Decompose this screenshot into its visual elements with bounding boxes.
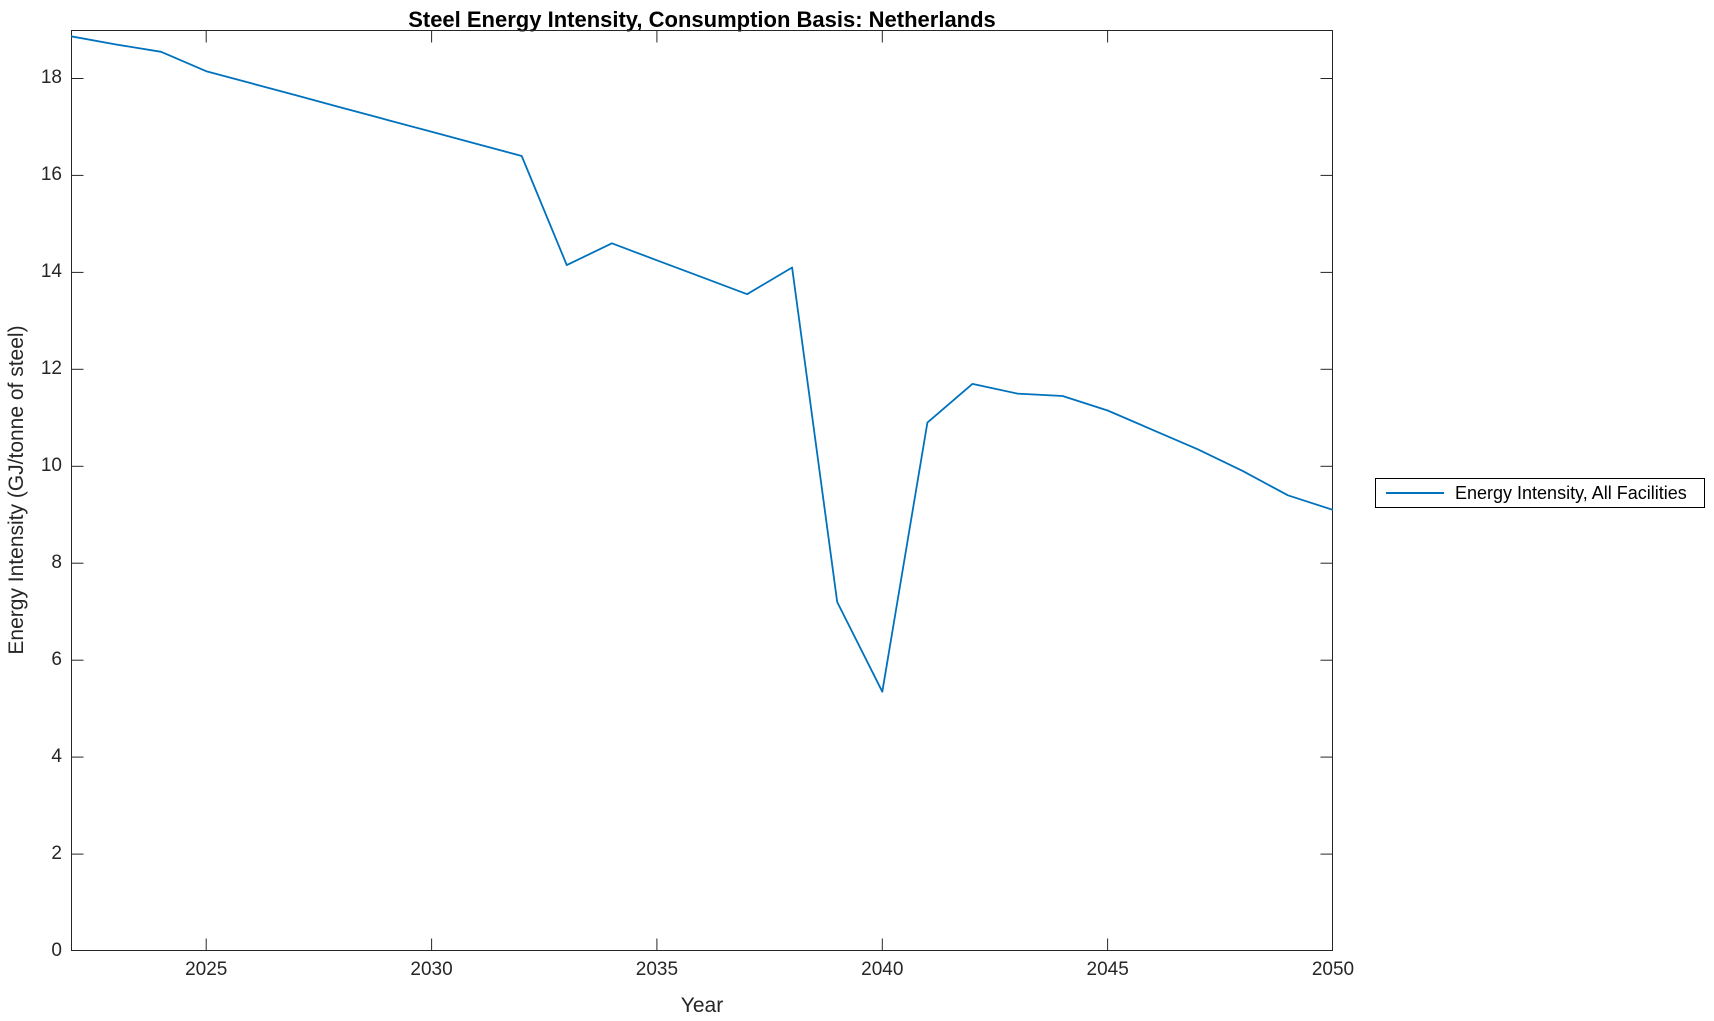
x-tick-label: 2040: [861, 959, 904, 980]
x-tick-label: 2035: [635, 959, 679, 980]
plot-area: [71, 30, 1333, 951]
y-tick-label: 14: [40, 261, 62, 283]
x-axis-label: Year: [680, 994, 724, 1017]
x-tick-label: 2025: [185, 959, 228, 980]
x-tick-label: 2050: [1311, 959, 1355, 980]
legend-line-swatch: [1386, 492, 1444, 494]
y-tick-label: 10: [40, 455, 62, 477]
legend: Energy Intensity, All Facilities: [1375, 478, 1705, 508]
y-tick-label: 6: [51, 649, 62, 671]
y-tick-label: 8: [51, 552, 62, 574]
y-tick-label: 0: [51, 940, 62, 961]
y-tick-label: 12: [40, 358, 62, 380]
y-axis-label: Energy Intensity (GJ/tonne of steel): [5, 325, 28, 655]
x-tick-label: 2045: [1086, 959, 1129, 980]
chart-title: Steel Energy Intensity, Consumption Basi…: [408, 7, 996, 32]
x-tick-label: 2030: [410, 959, 453, 980]
y-tick-label: 4: [51, 746, 62, 768]
y-tick-label: 2: [51, 843, 62, 865]
legend-label: Energy Intensity, All Facilities: [1455, 482, 1687, 503]
y-tick-label: 16: [40, 164, 62, 186]
y-tick-label: 18: [40, 67, 62, 89]
